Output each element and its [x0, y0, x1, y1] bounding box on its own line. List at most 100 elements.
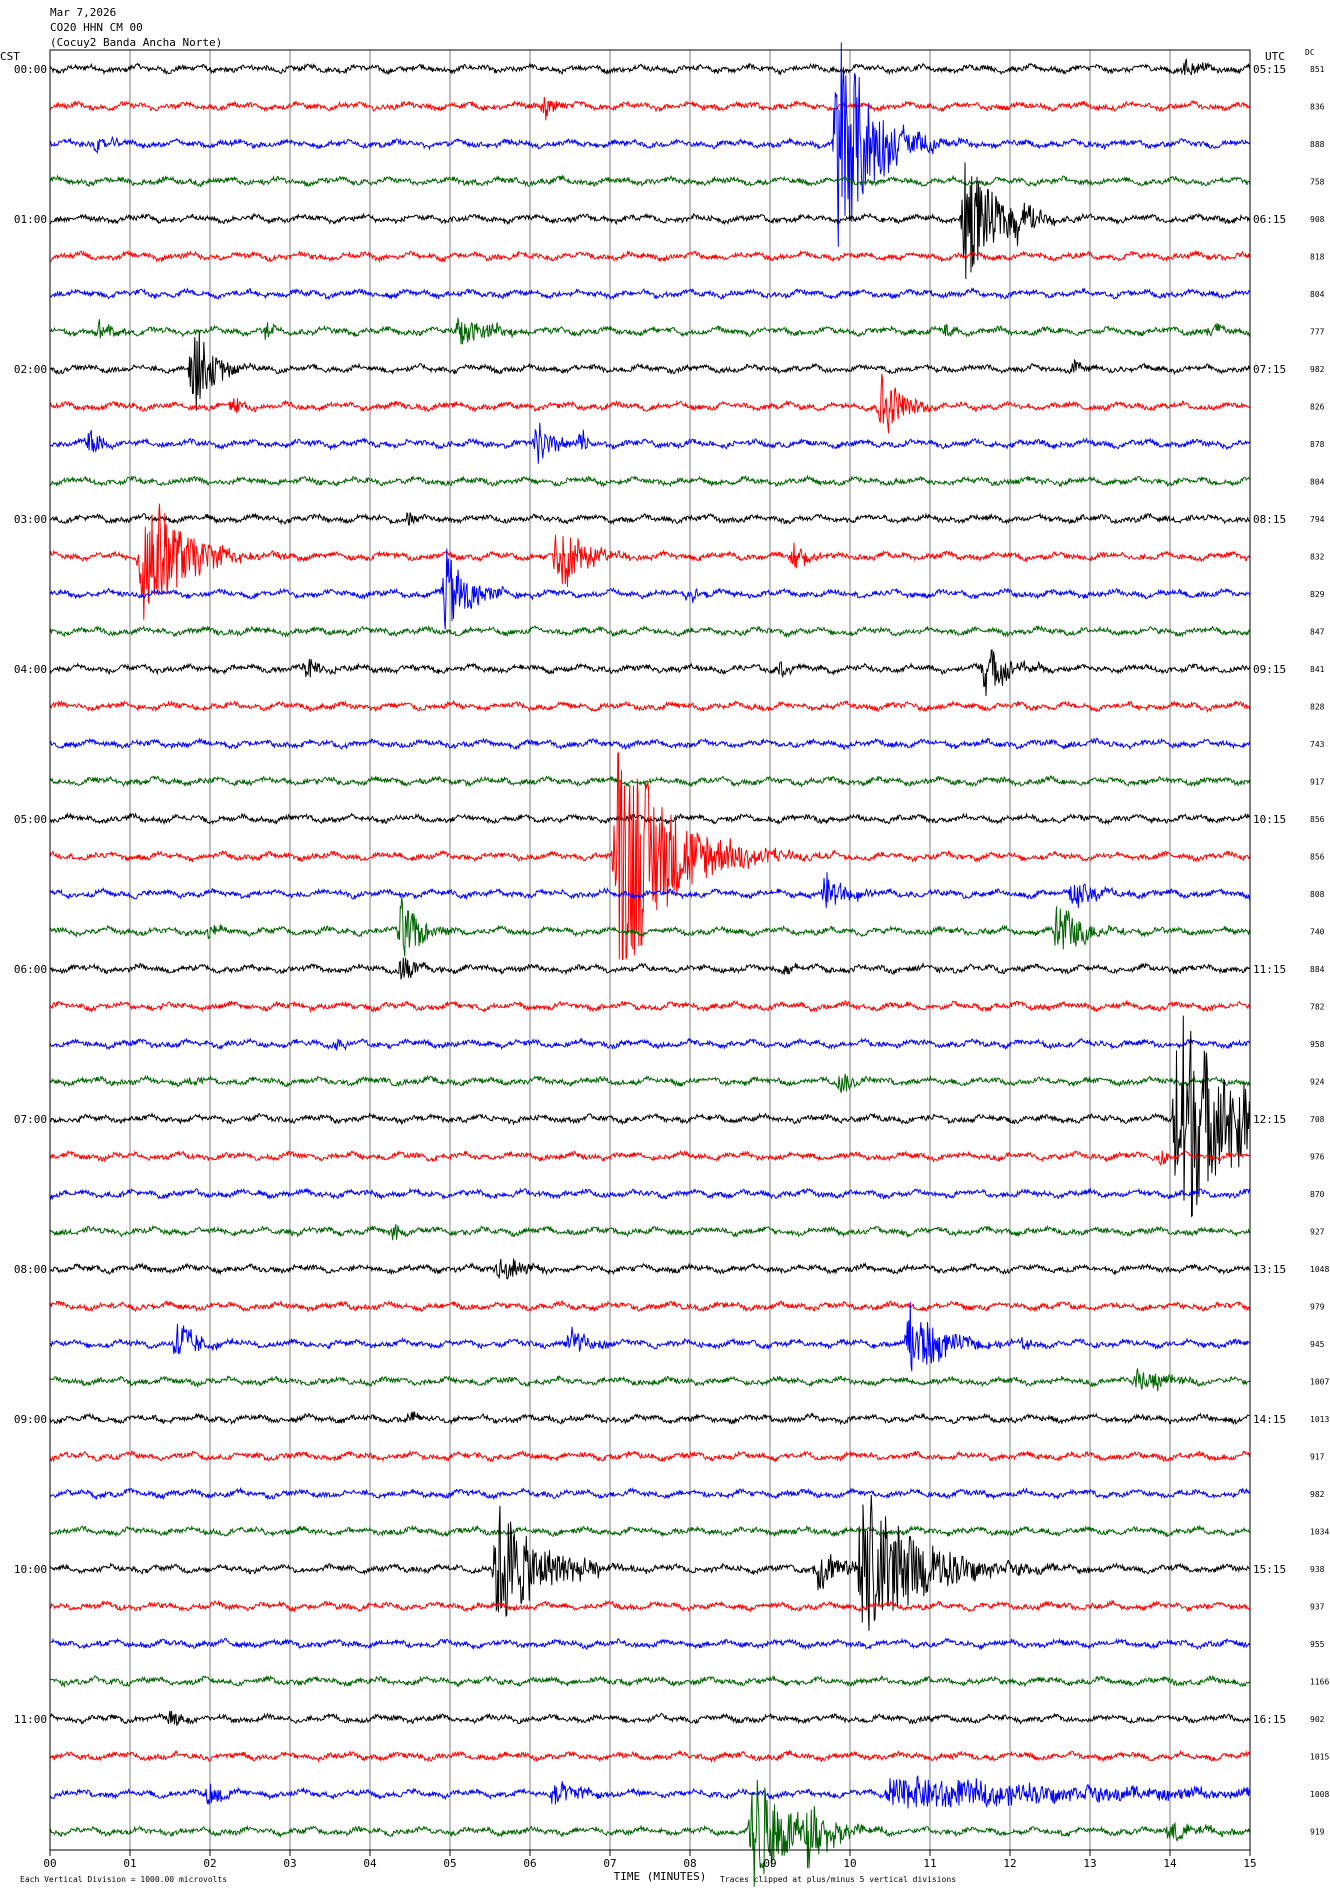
trace-row-20	[49, 811, 1251, 826]
trace-row-40	[49, 1494, 1251, 1631]
dc-value: 794	[1310, 515, 1325, 524]
dc-value: 924	[1310, 1077, 1325, 1086]
dc-value: 804	[1310, 477, 1325, 486]
right-hour-label: 05:15	[1253, 63, 1286, 76]
trace-row-41	[49, 1599, 1251, 1613]
x-tick-label-15: 15	[1243, 1857, 1256, 1870]
dc-value: 836	[1310, 102, 1325, 111]
left-hour-label: 06:00	[14, 963, 47, 976]
trace-row-25	[49, 999, 1251, 1014]
trace-row-27	[49, 1073, 1251, 1093]
dc-value: 945	[1310, 1340, 1325, 1349]
dc-value: 870	[1310, 1190, 1325, 1199]
dc-value: 919	[1310, 1827, 1325, 1836]
trace-row-24	[49, 957, 1251, 980]
right-hour-label: 06:15	[1253, 213, 1286, 226]
dc-value: 856	[1310, 815, 1325, 824]
trace-row-45	[49, 1749, 1251, 1764]
dc-value: 782	[1310, 1002, 1325, 1011]
trace-row-13	[49, 503, 1251, 620]
trace-row-26	[49, 1037, 1251, 1052]
x-tick-label-04: 04	[363, 1857, 377, 1870]
x-tick-label-02: 02	[203, 1857, 216, 1870]
x-tick-label-01: 01	[123, 1857, 136, 1870]
trace-row-42	[49, 1637, 1251, 1651]
dc-value: 1034	[1310, 1527, 1329, 1536]
seismic-traces	[49, 42, 1251, 1887]
dc-value: 758	[1310, 177, 1325, 186]
dc-value: 1013	[1310, 1415, 1329, 1424]
dc-value: 818	[1310, 252, 1325, 261]
trace-row-4	[49, 162, 1251, 280]
right-hour-label: 11:15	[1253, 963, 1286, 976]
dc-value: 851	[1310, 65, 1325, 74]
right-hour-label: 15:15	[1253, 1563, 1286, 1576]
dc-value: 743	[1310, 740, 1325, 749]
left-hour-label: 09:00	[14, 1413, 47, 1426]
left-timezone-label: CST	[0, 50, 20, 63]
trace-row-28	[49, 1015, 1251, 1218]
left-hour-label: 10:00	[14, 1563, 47, 1576]
trace-row-39	[49, 1524, 1251, 1538]
left-hour-label: 05:00	[14, 813, 47, 826]
dc-value: 1007	[1310, 1377, 1329, 1386]
trace-row-6	[49, 287, 1251, 301]
right-hour-label: 14:15	[1253, 1413, 1286, 1426]
grid-lines	[49, 50, 1251, 1856]
trace-row-16	[49, 648, 1251, 697]
dc-value: 888	[1310, 140, 1325, 149]
dc-value: 878	[1310, 440, 1325, 449]
dc-value: 917	[1310, 1452, 1325, 1461]
trace-row-35	[49, 1368, 1251, 1392]
right-hour-label: 08:15	[1253, 513, 1286, 526]
trace-row-10	[49, 422, 1251, 464]
right-hour-label: 13:15	[1253, 1263, 1286, 1276]
dc-value: 976	[1310, 1152, 1325, 1161]
dc-value: 902	[1310, 1715, 1325, 1724]
right-hour-label: 16:15	[1253, 1713, 1286, 1726]
trace-row-0	[49, 58, 1251, 76]
x-tick-label-00: 00	[43, 1857, 56, 1870]
trace-row-29	[49, 1149, 1251, 1167]
dc-value: 908	[1310, 215, 1325, 224]
plot-frame	[49, 49, 1251, 1851]
x-tick-label-14: 14	[1163, 1857, 1177, 1870]
trace-row-31	[49, 1224, 1251, 1241]
trace-row-22	[49, 872, 1251, 909]
right-hour-label: 09:15	[1253, 663, 1286, 676]
dc-value: 808	[1310, 890, 1325, 899]
trace-row-37	[49, 1449, 1251, 1463]
dc-value: 1048	[1310, 1265, 1329, 1274]
trace-row-7	[49, 317, 1251, 345]
trace-row-1	[49, 96, 1251, 121]
left-hour-label: 01:00	[14, 213, 47, 226]
left-hour-label: 11:00	[14, 1713, 47, 1726]
left-hour-label: 03:00	[14, 513, 47, 526]
dc-value: 937	[1310, 1602, 1325, 1611]
dc-value: 847	[1310, 627, 1325, 636]
x-tick-label-12: 12	[1003, 1857, 1016, 1870]
dc-value: 826	[1310, 402, 1325, 411]
x-tick-label-06: 06	[523, 1857, 536, 1870]
trace-row-9	[49, 373, 1251, 434]
dc-value: 884	[1310, 965, 1325, 974]
trace-row-32	[50, 1258, 1251, 1280]
dc-value: 841	[1310, 665, 1325, 674]
dc-value: 832	[1310, 552, 1325, 561]
x-tick-label-05: 05	[443, 1857, 456, 1870]
trace-row-34	[49, 1301, 1251, 1372]
trace-row-8	[49, 330, 1251, 411]
dc-value: 979	[1310, 1302, 1325, 1311]
dc-value: 804	[1310, 290, 1325, 299]
trace-row-11	[49, 474, 1251, 488]
trace-row-46	[50, 1775, 1251, 1809]
dc-value: 982	[1310, 1490, 1325, 1499]
x-tick-label-03: 03	[283, 1857, 296, 1870]
x-tick-label-11: 11	[923, 1857, 936, 1870]
clip-note: Traces clipped at plus/minus 5 vertical …	[720, 1875, 956, 1884]
dc-value: 1166	[1310, 1677, 1329, 1686]
x-axis-title: TIME (MINUTES)	[614, 1870, 707, 1883]
trace-row-12	[49, 511, 1251, 526]
dc-value: 708	[1310, 1115, 1325, 1124]
trace-row-19	[49, 775, 1251, 788]
